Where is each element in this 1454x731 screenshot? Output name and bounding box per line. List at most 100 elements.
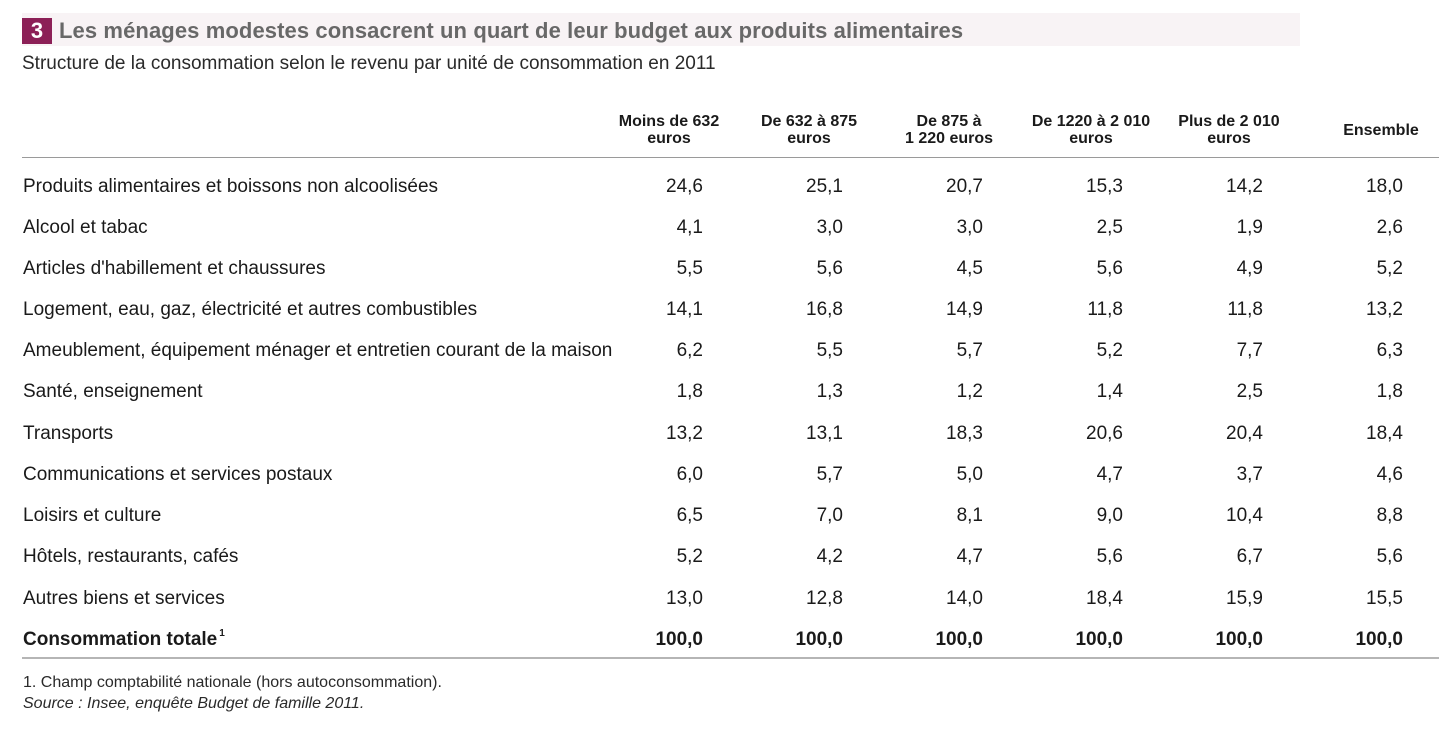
table-cell: 4,2 [816,546,843,567]
table-cell: 5,6 [816,258,843,279]
table-cell: 5,7 [956,340,983,361]
table-cell: 4,7 [956,546,983,567]
table-cell: 5,7 [816,464,843,485]
table-cell: 5,0 [956,464,983,485]
table-cell: 15,5 [1366,588,1403,609]
table-cell: 16,8 [806,299,843,320]
table-row: Produits alimentaires et boissons non al… [0,166,1454,207]
row-label: Communications et services postaux [23,464,333,485]
table-cell: 24,6 [666,176,703,197]
table-cell: 5,5 [816,340,843,361]
row-label: Produits alimentaires et boissons non al… [23,176,439,197]
total-cell: 100,0 [1215,629,1263,650]
table-cell: 5,2 [1096,340,1123,361]
table-cell: 9,0 [1096,505,1123,526]
table-row: Santé, enseignement 1,8 1,3 1,2 1,4 2,5 … [0,371,1454,412]
table-cell: 1,9 [1236,217,1263,238]
total-label: Consommation totale 1 [23,628,225,650]
table-cell: 1,8 [1376,381,1403,402]
row-label: Loisirs et culture [23,505,162,526]
table-row: Transports 13,2 13,1 18,3 20,6 20,4 18,4 [0,413,1454,454]
table-row: Hôtels, restaurants, cafés 5,2 4,2 4,7 5… [0,536,1454,577]
total-cell: 100,0 [1355,629,1403,650]
table-row: Loisirs et culture 6,5 7,0 8,1 9,0 10,4 … [0,495,1454,536]
table-cell: 13,2 [666,423,703,444]
table-cell: 25,1 [806,176,843,197]
footnote: 1. Champ comptabilité nationale (hors au… [23,674,442,691]
row-label: Logement, eau, gaz, électricité et autre… [23,299,478,320]
table-cell: 6,0 [676,464,703,485]
table-cell: 6,3 [1376,340,1403,361]
table-cell: 11,8 [1087,299,1123,320]
column-header-over-2010: Plus de 2 010 euros [1178,113,1280,147]
table-cell: 6,2 [676,340,703,361]
figure-subtitle: Structure de la consommation selon le re… [22,53,716,74]
table-cell: 8,8 [1376,505,1403,526]
table-cell: 8,1 [956,505,983,526]
table-cell: 5,6 [1096,258,1123,279]
table-cell: 5,6 [1096,546,1123,567]
table-cell: 15,9 [1226,588,1263,609]
table-cell: 4,6 [1376,464,1403,485]
table-cell: 14,9 [946,299,983,320]
row-label: Santé, enseignement [23,381,203,402]
table-cell: 18,3 [946,423,983,444]
table-cell: 20,7 [946,176,983,197]
table-cell: 7,7 [1236,340,1263,361]
table-cell: 15,3 [1086,176,1123,197]
source-note: Source : Insee, enquête Budget de famill… [23,695,365,712]
table-cell: 4,9 [1236,258,1263,279]
table-cell: 2,6 [1376,217,1403,238]
table-cell: 4,7 [1096,464,1123,485]
table-cell: 1,2 [956,381,983,402]
figure-title: Les ménages modestes consacrent un quart… [59,18,964,43]
column-header-875-1220: De 875 à 1 220 euros [904,113,994,147]
table-cell: 14,2 [1226,176,1263,197]
table-cell: 3,0 [816,217,843,238]
table-cell: 4,1 [676,217,703,238]
table-cell: 6,7 [1236,546,1263,567]
table-cell: 4,5 [956,258,983,279]
table-cell: 1,4 [1096,381,1123,402]
table-cell: 5,2 [676,546,703,567]
row-label: Articles d'habillement et chaussures [23,258,326,279]
row-label: Hôtels, restaurants, cafés [23,546,239,567]
table-cell: 5,5 [676,258,703,279]
table-cell: 3,0 [956,217,983,238]
table-cell: 13,1 [806,423,843,444]
row-label: Alcool et tabac [23,217,148,238]
table-bottom-divider [22,657,1439,659]
table-cell: 5,2 [1376,258,1403,279]
table-row: Ameublement, équipement ménager et entre… [0,330,1454,371]
table-row: Alcool et tabac 4,1 3,0 3,0 2,5 1,9 2,6 [0,207,1454,248]
table-cell: 2,5 [1096,217,1123,238]
table-cell: 18,0 [1366,176,1403,197]
column-header-ensemble: Ensemble [1343,122,1419,139]
table-cell: 14,0 [946,588,983,609]
table-cell: 3,7 [1236,464,1263,485]
table-cell: 11,8 [1227,299,1263,320]
row-label: Autres biens et services [23,588,225,609]
table-cell: 5,6 [1376,546,1403,567]
table-row: Autres biens et services 13,0 12,8 14,0 … [0,578,1454,619]
table-cell: 18,4 [1366,423,1403,444]
total-cell: 100,0 [655,629,703,650]
total-cell: 100,0 [1075,629,1123,650]
table-cell: 18,4 [1086,588,1123,609]
column-header-under-632: Moins de 632 euros [618,113,720,147]
row-label: Ameublement, équipement ménager et entre… [23,340,613,361]
table-cell: 7,0 [816,505,843,526]
table-cell: 12,8 [806,588,843,609]
table-row: Communications et services postaux 6,0 5… [0,454,1454,495]
table-cell: 20,6 [1086,423,1123,444]
figure-number-badge: 3 [22,18,52,44]
table-cell: 1,8 [676,381,703,402]
table-cell: 1,3 [816,381,843,402]
total-cell: 100,0 [795,629,843,650]
table-cell: 13,2 [1366,299,1403,320]
header-divider [22,157,1439,158]
table-cell: 14,1 [666,299,703,320]
total-row: Consommation totale 1 100,0 100,0 100,0 1… [0,619,1454,660]
column-header-1220-2010: De 1220 à 2 010 euros [1031,113,1151,147]
table-cell: 10,4 [1226,505,1263,526]
